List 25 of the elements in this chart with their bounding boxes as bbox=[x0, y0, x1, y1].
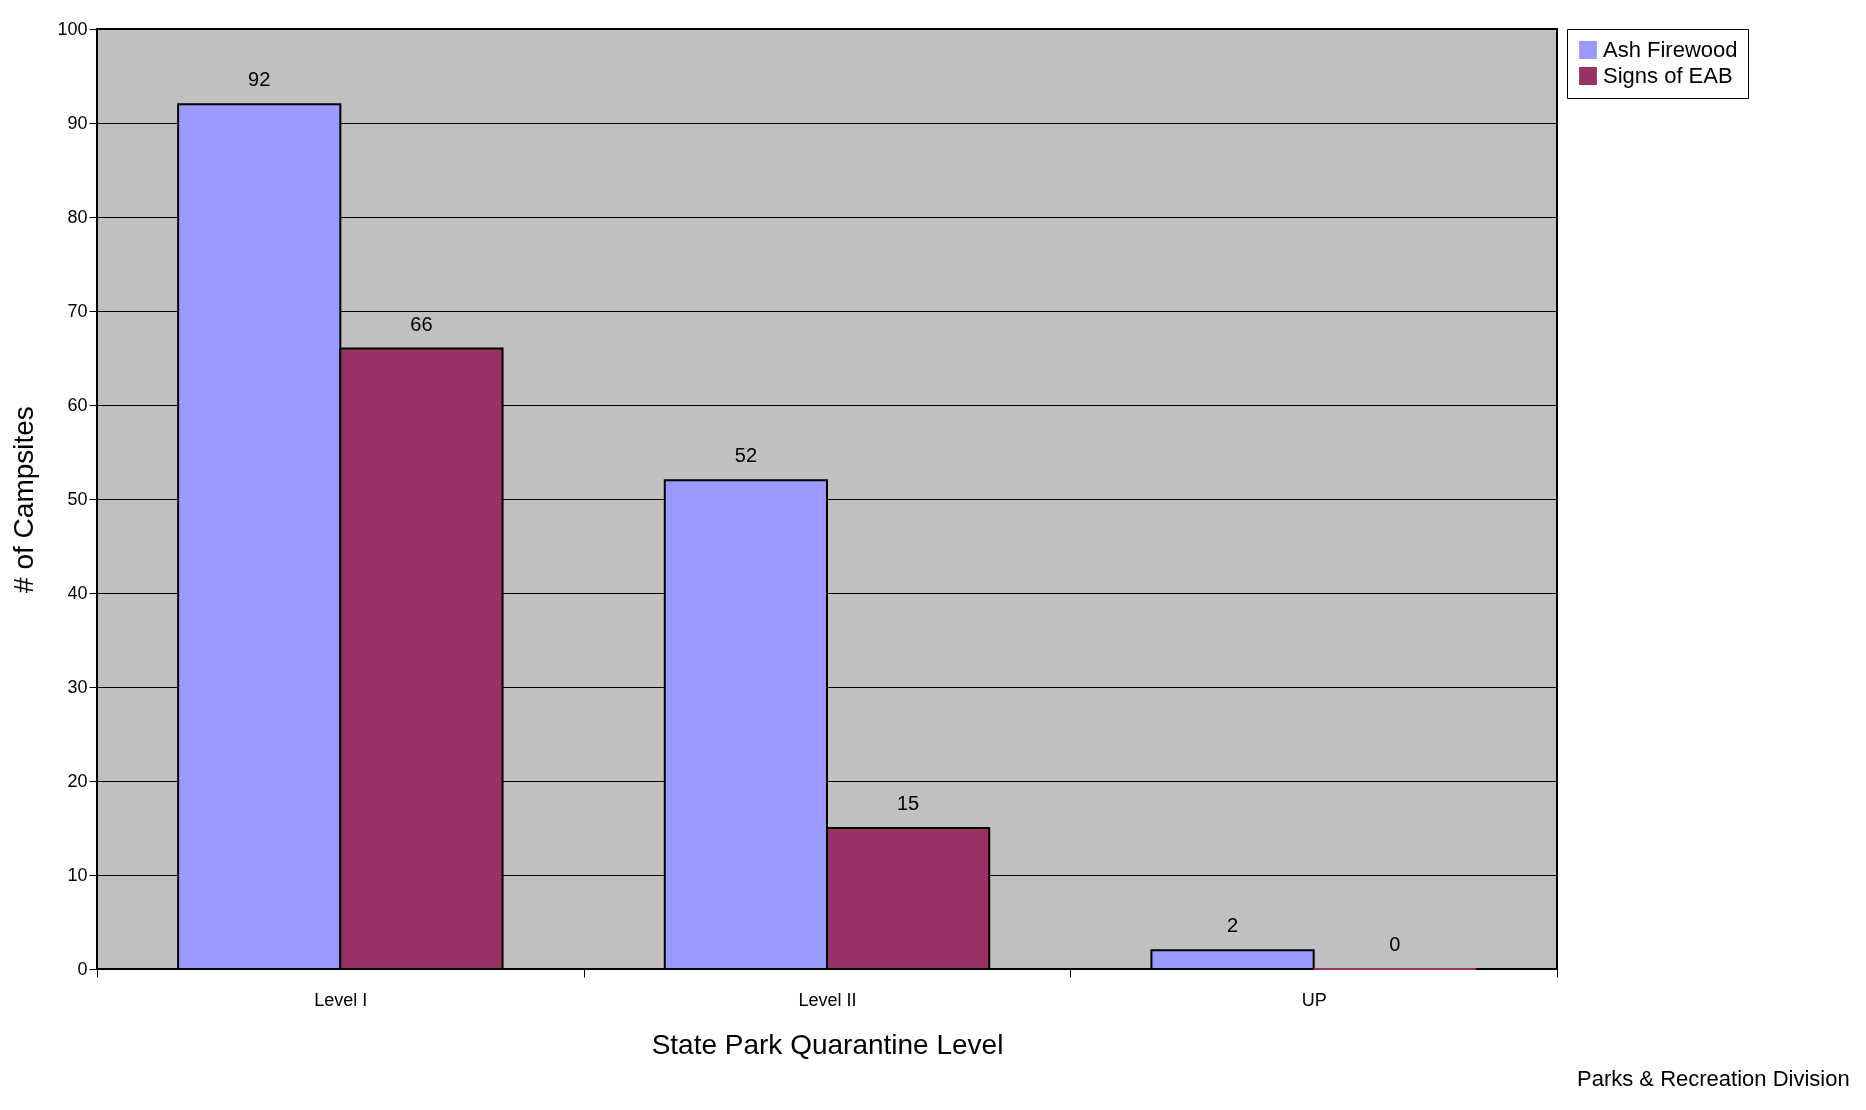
x-tick-label: UP bbox=[1301, 989, 1327, 1010]
data-label: 15 bbox=[896, 792, 920, 814]
data-label: 2 bbox=[1226, 914, 1239, 937]
x-axis-title: State Park Quarantine Level bbox=[651, 1028, 1004, 1060]
data-label: 52 bbox=[734, 444, 758, 467]
x-tick-label: Level II bbox=[798, 989, 857, 1010]
y-tick-label: 20 bbox=[67, 770, 88, 791]
y-tick-label: 80 bbox=[67, 206, 88, 227]
y-tick-label: 90 bbox=[67, 112, 88, 133]
y-tick-label: 10 bbox=[67, 864, 88, 885]
text: Parks & Recreation Division bbox=[1577, 1066, 1850, 1091]
x-tick-label: Level I bbox=[314, 989, 368, 1010]
legend-label: Signs of EAB bbox=[1603, 63, 1733, 88]
y-tick-label: 100 bbox=[57, 18, 88, 39]
y-tick-label: 50 bbox=[67, 488, 88, 509]
data-label: 0 bbox=[1389, 933, 1401, 955]
y-axis-title: # of Campsites bbox=[8, 406, 40, 593]
y-tick-label: 30 bbox=[67, 676, 88, 697]
y-tick-label: 40 bbox=[67, 582, 88, 603]
data-label: 92 bbox=[248, 68, 271, 91]
y-tick-label: 70 bbox=[67, 300, 88, 321]
y-tick-label: 60 bbox=[67, 394, 88, 415]
y-tick-label: 0 bbox=[77, 958, 88, 979]
legend-label: Ash Firewood bbox=[1603, 37, 1738, 62]
data-label: 66 bbox=[410, 312, 433, 335]
